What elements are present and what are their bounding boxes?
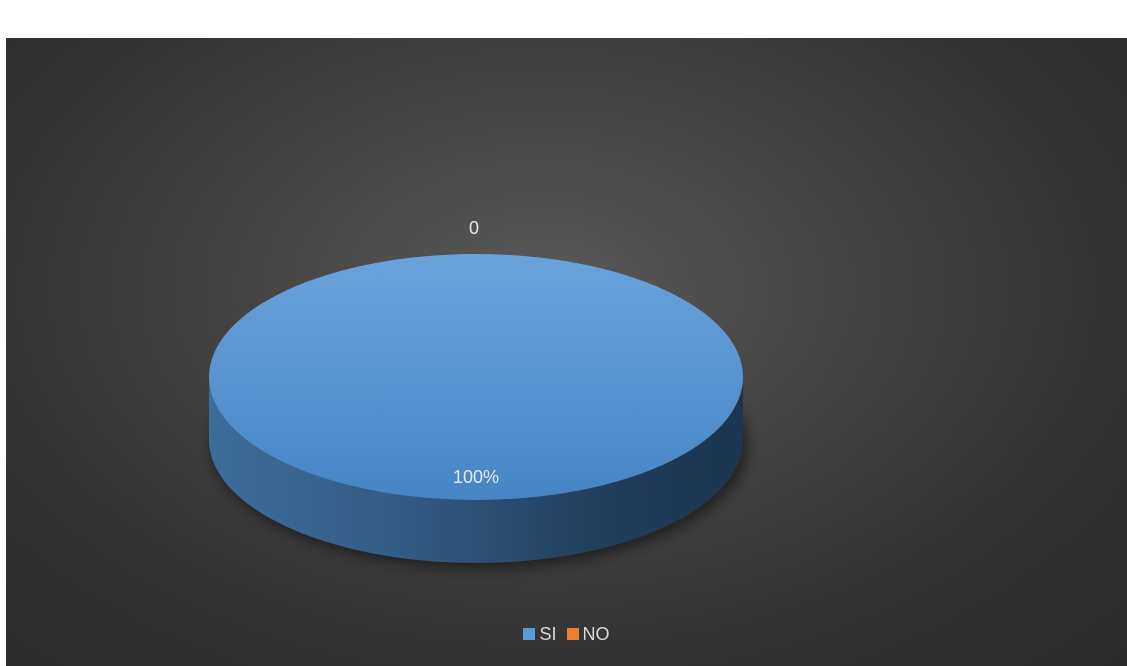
legend-swatch-si bbox=[523, 628, 536, 640]
chart-area: 100% 0 SI NO bbox=[6, 38, 1127, 666]
pie-slice-side-si bbox=[209, 377, 743, 563]
pie-slice-si bbox=[209, 254, 743, 500]
data-label-si: 100% bbox=[453, 467, 499, 487]
legend: SI NO bbox=[6, 622, 1127, 646]
legend-label-si: SI bbox=[539, 623, 557, 644]
pie-chart: 100% 0 bbox=[209, 218, 749, 569]
legend-swatch-no bbox=[566, 628, 579, 640]
legend-label-no: NO bbox=[582, 623, 610, 644]
data-label-no: 0 bbox=[469, 218, 479, 238]
legend-item-si: SI bbox=[523, 623, 557, 645]
legend-item-no: NO bbox=[566, 623, 610, 645]
